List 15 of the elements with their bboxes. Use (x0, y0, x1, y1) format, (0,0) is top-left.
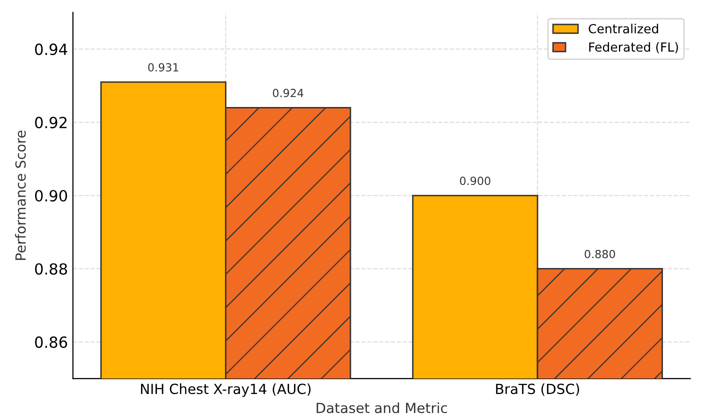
legend-label: Centralized (588, 24, 658, 34)
x-tick-label: BraTS (DSC) (496, 383, 580, 396)
data-label: 0.880 (584, 250, 616, 258)
data-label: 0.900 (460, 176, 490, 186)
y-tick-label: 0.86 (35, 336, 68, 348)
x-axis-title: Dataset and Metric (316, 402, 448, 414)
legend-label: Federated (FL) (589, 42, 678, 54)
y-axis-title: Performance Score (15, 130, 26, 260)
x-tick-label: NIH Chest X-ray14 (AUC) (141, 383, 311, 397)
y-tick-label: 0.94 (35, 44, 68, 56)
y-tick-label: 0.90 (35, 190, 68, 202)
y-tick-label: 0.92 (35, 116, 67, 128)
y-tick-label: 0.88 (35, 263, 68, 275)
data-label: 0.931 (148, 63, 178, 72)
data-label: 0.924 (272, 88, 304, 98)
